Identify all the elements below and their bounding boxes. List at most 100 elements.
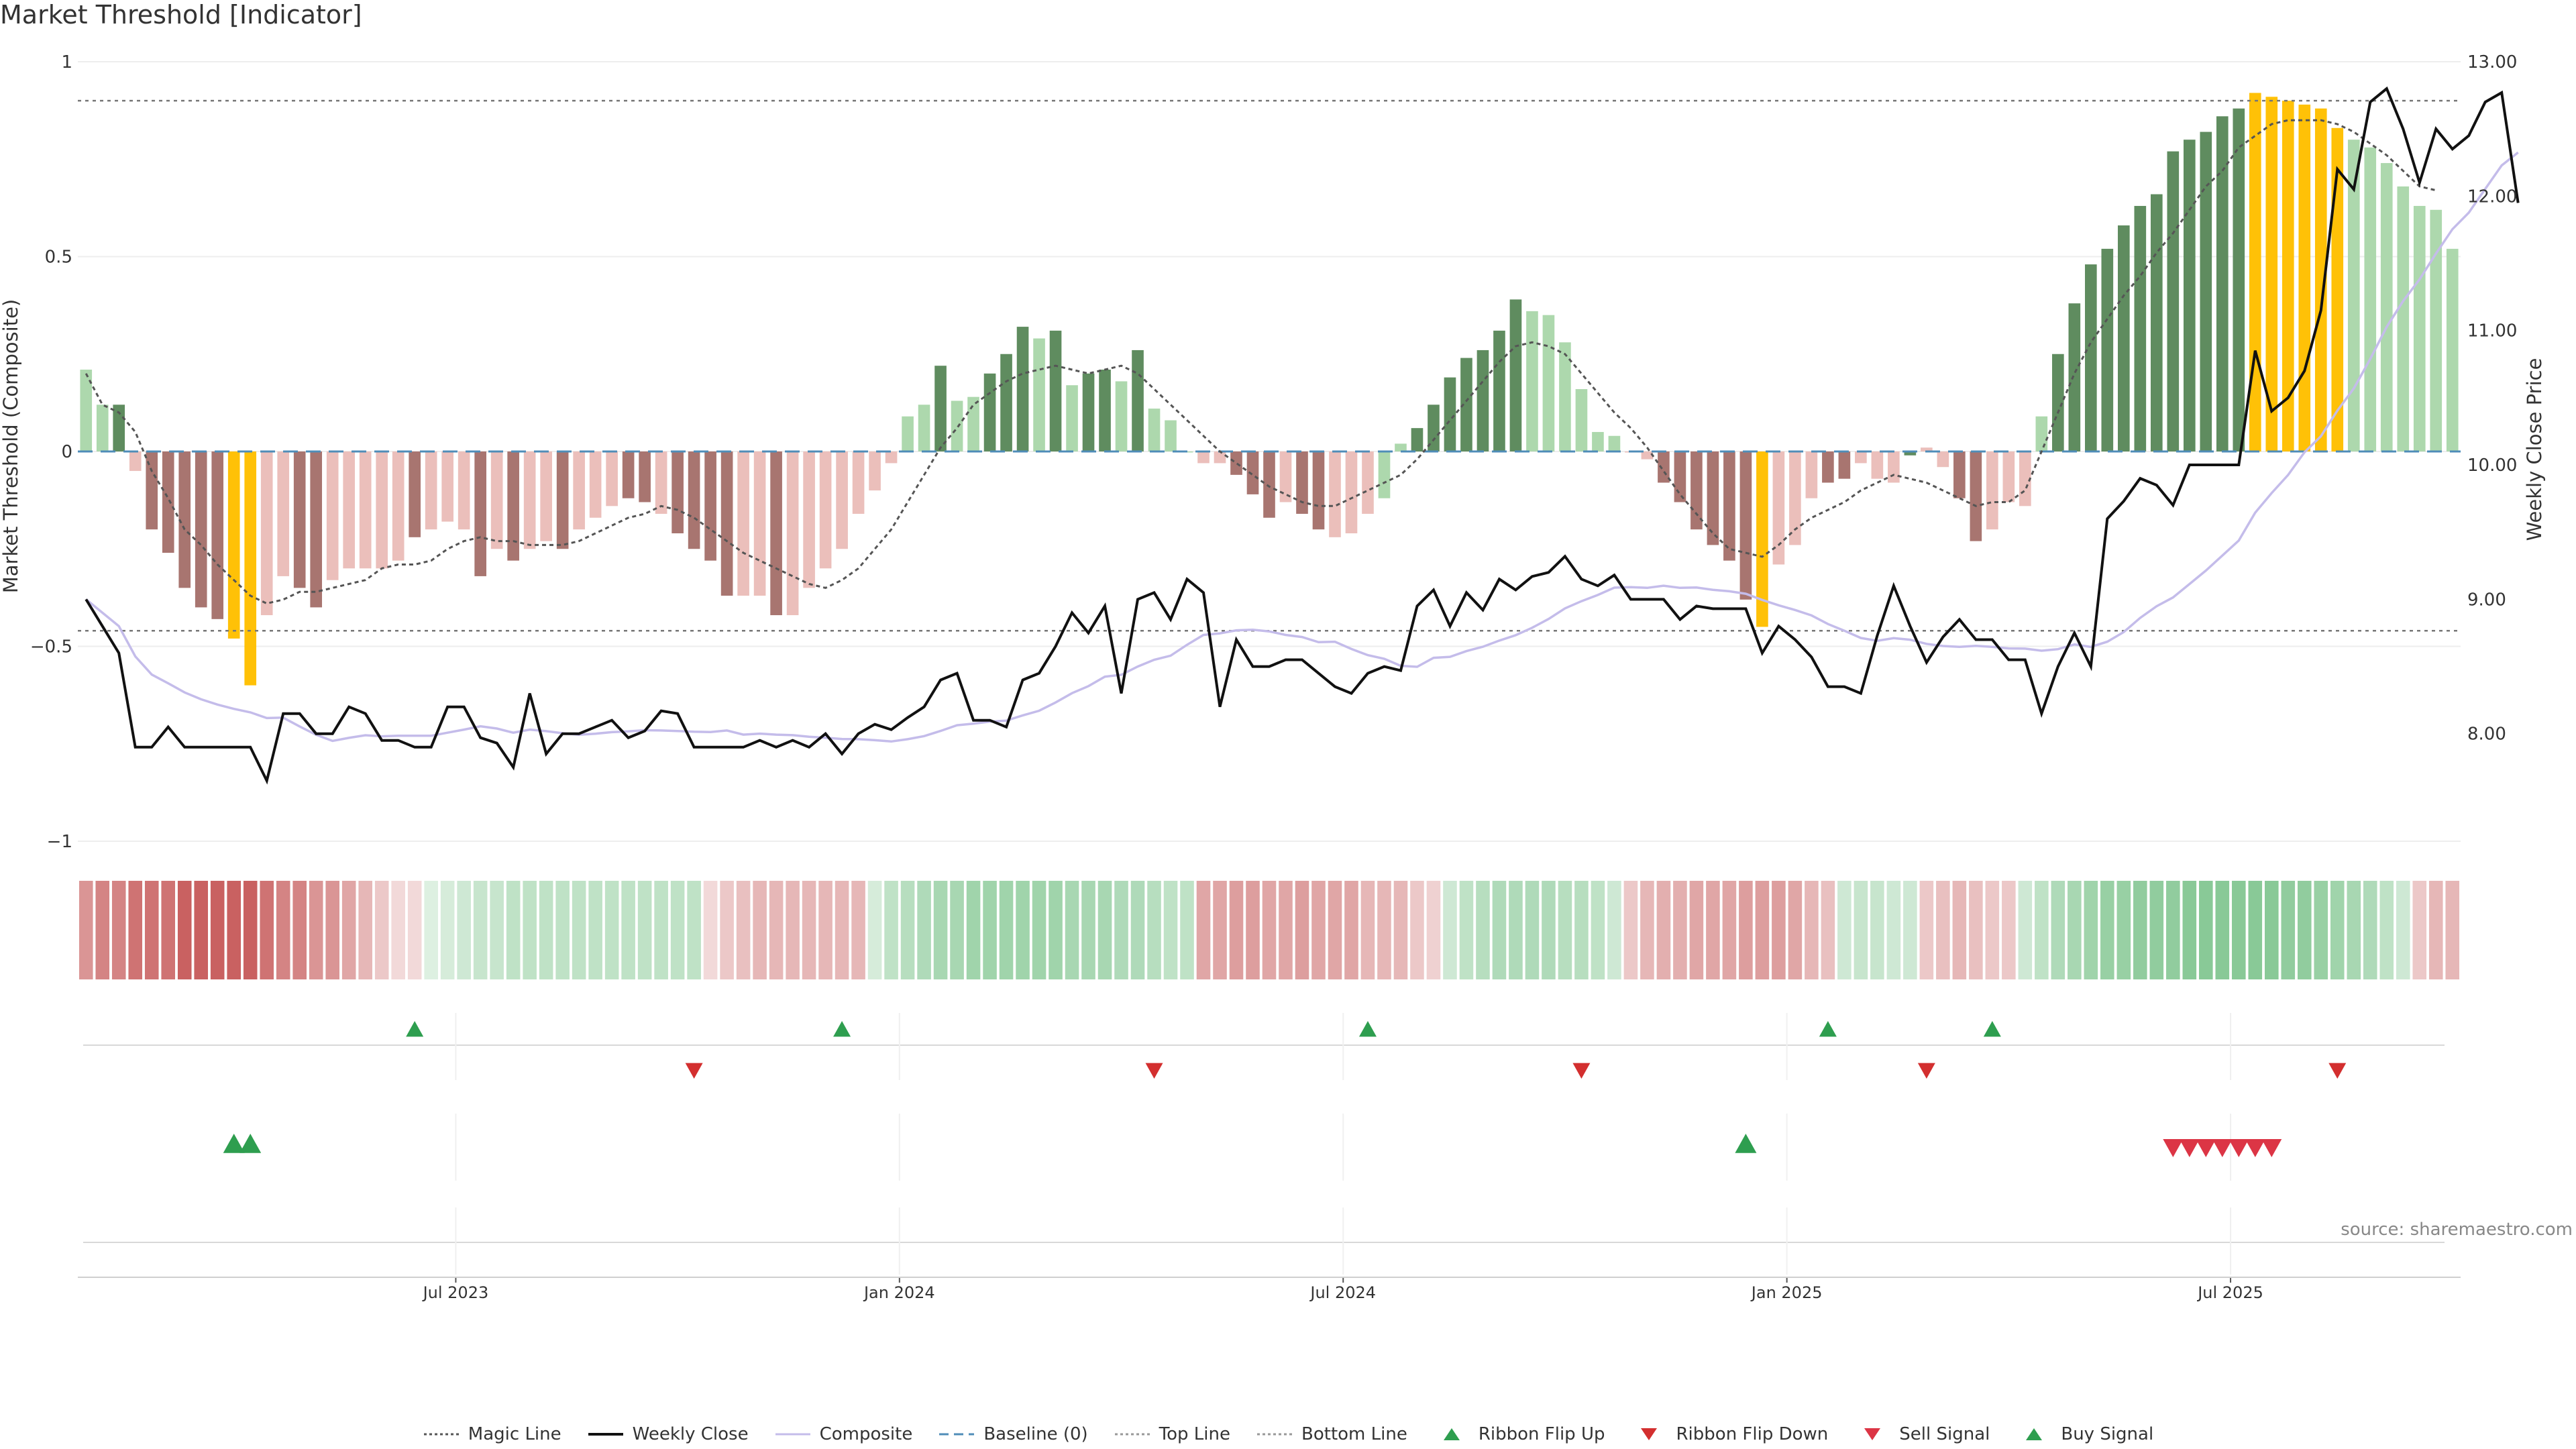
solid-line-icon	[588, 1433, 623, 1436]
threshold-bar	[1904, 451, 1917, 455]
ribbon-cell	[1130, 881, 1145, 979]
legend-label: Magic Line	[468, 1424, 561, 1444]
threshold-bar	[376, 451, 388, 569]
threshold-bar	[2314, 108, 2327, 451]
sell-signal-marker	[2163, 1139, 2184, 1157]
ribbon-cell	[1443, 881, 1457, 979]
threshold-bar	[441, 451, 453, 522]
axes-layer: Market Threshold (Composite) Weekly Clos…	[0, 52, 2546, 852]
chart-title: Market Threshold [Indicator]	[0, 0, 362, 30]
ribbon-cell	[292, 881, 307, 979]
threshold-bar	[2216, 116, 2229, 451]
ribbon-cell	[933, 881, 948, 979]
y-tick-label: 0	[61, 442, 72, 462]
ribbon-cell	[555, 881, 570, 979]
threshold-bar	[803, 451, 815, 588]
threshold-bar	[918, 405, 930, 451]
threshold-bar	[195, 451, 207, 608]
threshold-bar	[786, 451, 799, 616]
ribbon-flip-up-marker	[1983, 1021, 2001, 1037]
threshold-bar	[1871, 451, 1884, 479]
threshold-bar	[2331, 127, 2344, 451]
ribbon-cell	[1459, 881, 1474, 979]
ribbon-cell	[1196, 881, 1211, 979]
ribbon-cell	[637, 881, 652, 979]
ribbon-cell	[2215, 881, 2230, 979]
threshold-bar	[1428, 405, 1440, 451]
ribbon-cell	[2018, 881, 2033, 979]
threshold-bar	[1296, 451, 1308, 514]
ribbon-cell	[1147, 881, 1161, 979]
threshold-bar	[2233, 108, 2245, 451]
threshold-bar	[1345, 451, 1358, 534]
ribbon-flip-up-marker	[1358, 1021, 1377, 1037]
ribbon-flip-down-marker	[1572, 1063, 1591, 1079]
composite-line	[85, 151, 2519, 743]
ribbon-cell	[2002, 881, 2016, 979]
threshold-bar	[162, 451, 174, 553]
threshold-bar	[392, 451, 405, 561]
ribbon-cell	[1492, 881, 1507, 979]
threshold-bar	[606, 451, 618, 506]
y-tick-label: −1	[47, 832, 72, 852]
ribbon-cell	[473, 881, 488, 979]
threshold-bar	[1312, 451, 1325, 530]
ribbon-cell	[1344, 881, 1358, 979]
buy-signal-marker	[1735, 1134, 1757, 1153]
ribbon-cell	[2133, 881, 2147, 979]
threshold-bar	[1395, 443, 1407, 451]
threshold-bar	[326, 451, 339, 580]
threshold-bar	[1362, 451, 1374, 514]
ribbon-cell	[900, 881, 915, 979]
threshold-bar	[2430, 209, 2443, 451]
threshold-bar	[1460, 358, 1472, 451]
ribbon-cell	[78, 881, 93, 979]
threshold-bar	[523, 451, 536, 549]
threshold-bar	[1263, 451, 1275, 518]
threshold-bar	[1789, 451, 1801, 545]
threshold-bar	[80, 369, 93, 451]
y-right-tick-label: 12.00	[2467, 186, 2517, 207]
threshold-bar	[1477, 350, 1489, 451]
lavender-line-icon	[775, 1433, 810, 1436]
ribbon-cell	[884, 881, 898, 979]
threshold-bar	[885, 451, 898, 464]
ribbon-cell	[457, 881, 471, 979]
ribbon-cell	[1919, 881, 1934, 979]
ribbon-cell	[2330, 881, 2345, 979]
ribbon-cell	[1114, 881, 1128, 979]
ribbon-cell	[2297, 881, 2312, 979]
legend-item: Ribbon Flip Down	[1630, 1424, 1828, 1444]
legend-item: Sell Signal	[1854, 1424, 1990, 1444]
ribbon-cell	[1591, 881, 1605, 979]
ribbon-cell	[1295, 881, 1309, 979]
ribbon-cell	[604, 881, 619, 979]
buy-signal-marker	[223, 1134, 245, 1153]
threshold-bar	[1707, 451, 1719, 545]
ribbon-cell	[1476, 881, 1490, 979]
threshold-bar	[343, 451, 356, 569]
triangle-up-icon	[1443, 1428, 1460, 1440]
threshold-bar	[1723, 451, 1735, 561]
threshold-bar	[2068, 303, 2081, 451]
threshold-bar	[983, 373, 996, 451]
ribbon-cell	[999, 881, 1014, 979]
threshold-bar	[1855, 451, 1867, 464]
threshold-bar	[1690, 451, 1703, 530]
x-tick-label: Jul 2024	[1309, 1283, 1376, 1302]
threshold-bar	[655, 451, 667, 514]
threshold-bar	[1082, 373, 1095, 451]
threshold-bar	[1739, 451, 1752, 600]
ribbon-cell	[1279, 881, 1293, 979]
y-tick-label: 0.5	[45, 248, 72, 268]
ribbon-flip-up-marker	[406, 1021, 424, 1037]
legend-item: Weekly Close	[587, 1424, 749, 1444]
ribbon-cell	[1623, 881, 1638, 979]
ribbon-cell	[440, 881, 455, 979]
ribbon-cell	[1377, 881, 1391, 979]
ribbon-flip-down-marker	[685, 1063, 703, 1079]
threshold-bar	[310, 451, 323, 608]
ribbon-cell	[1509, 881, 1523, 979]
threshold-bar	[2118, 225, 2130, 451]
threshold-bar	[1805, 451, 1818, 498]
